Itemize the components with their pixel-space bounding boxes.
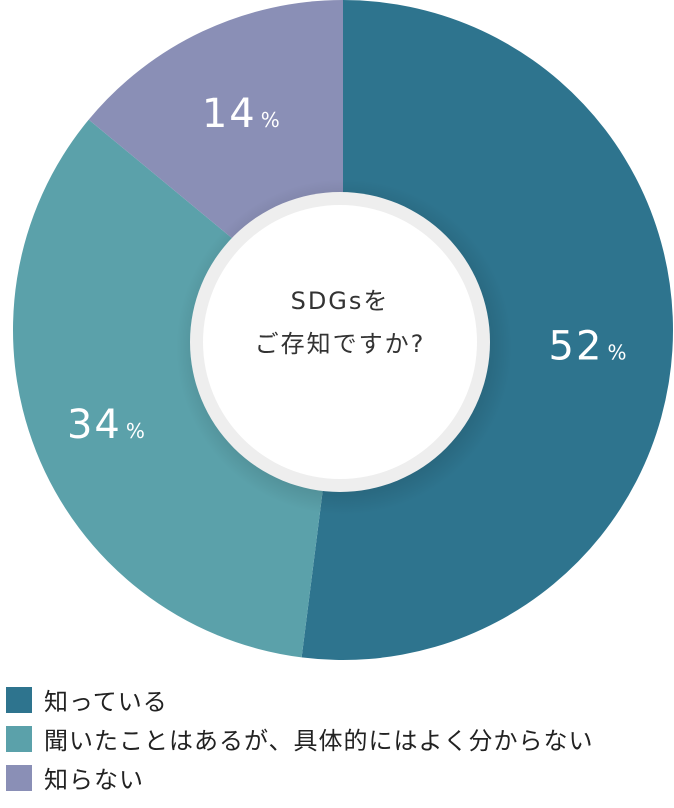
legend-item-dont-know: 知らない — [6, 758, 674, 797]
center-label-line-1: SDGsを — [291, 287, 390, 315]
legend-item-know: 知っている — [6, 680, 674, 719]
legend-swatch-heard — [6, 725, 32, 752]
legend-swatch-know — [6, 686, 32, 713]
legend: 知っている 聞いたことはあるが、具体的にはよく分からない 知らない — [6, 680, 674, 797]
pct-label-dont-know: 14% — [202, 91, 280, 137]
pct-label-heard: 34% — [67, 402, 145, 448]
legend-label-know: 知っている — [44, 688, 168, 716]
donut-chart: SDGsを ご存知ですか? 52 % 34 % 14% — [13, 0, 673, 660]
legend-label-dont-know: 知らない — [44, 766, 144, 794]
pct-label-know: 52% — [549, 323, 627, 369]
center-disc — [203, 205, 477, 479]
percent-labels: 52 % 34 % 14% — [67, 91, 627, 448]
center-label-line-2: ご存知ですか? — [255, 330, 426, 358]
legend-item-heard: 聞いたことはあるが、具体的にはよく分からない — [6, 719, 674, 758]
legend-label-heard: 聞いたことはあるが、具体的にはよく分からない — [44, 727, 594, 755]
legend-swatch-dont-know — [6, 764, 32, 791]
slice-heard — [13, 119, 343, 658]
